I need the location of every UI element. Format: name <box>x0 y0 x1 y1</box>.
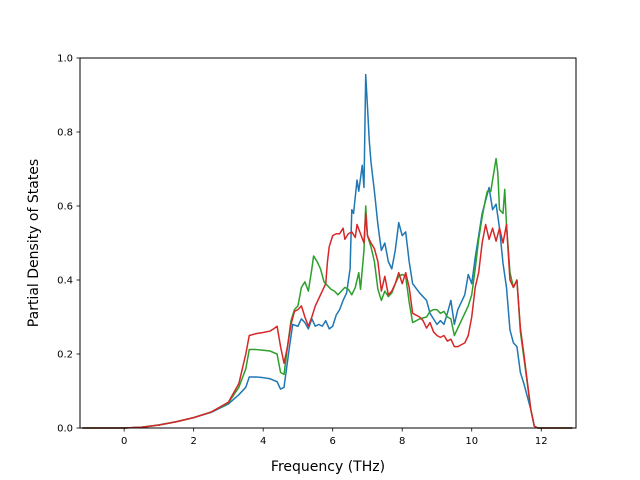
x-axis-ticks: 0 2 4 6 8 10 12 <box>121 428 548 447</box>
x-tick-label: 6 <box>330 436 336 447</box>
series-line-3 <box>82 212 573 429</box>
y-tick-label: 0.6 <box>57 202 73 213</box>
x-tick-label: 12 <box>535 436 548 447</box>
y-axis-ticks: 0.0 0.2 0.4 0.6 0.8 1.0 <box>57 54 80 435</box>
y-tick-label: 1.0 <box>57 54 73 65</box>
y-tick-label: 0.4 <box>57 276 73 287</box>
series-layer <box>82 73 573 429</box>
x-tick-label: 0 <box>121 436 127 447</box>
y-tick-label: 0.0 <box>57 424 73 435</box>
y-tick-label: 0.8 <box>57 128 73 139</box>
y-tick-label: 0.2 <box>57 350 73 361</box>
x-axis-label: Frequency (THz) <box>271 459 385 475</box>
x-tick-label: 4 <box>260 436 266 447</box>
y-axis-label: Partial Density of States <box>26 159 42 327</box>
series-line-2 <box>82 157 573 429</box>
x-tick-label: 2 <box>190 436 196 447</box>
x-tick-label: 10 <box>465 436 478 447</box>
plot-frame <box>79 57 577 429</box>
x-tick-label: 8 <box>399 436 405 447</box>
